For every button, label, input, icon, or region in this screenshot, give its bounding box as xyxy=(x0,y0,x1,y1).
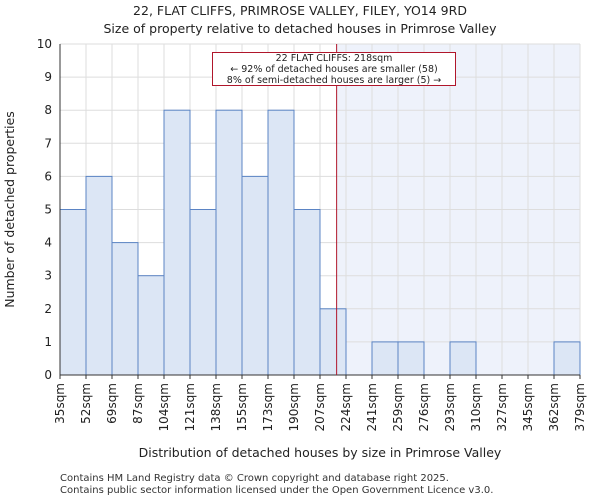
histogram-bar xyxy=(553,341,581,376)
x-tick-label: 69sqm xyxy=(105,383,119,424)
histogram-bar xyxy=(85,175,113,376)
chart-subtitle: Size of property relative to detached ho… xyxy=(103,21,497,36)
histogram-bar xyxy=(371,341,399,376)
x-tick-label: 138sqm xyxy=(209,383,223,431)
histogram-bar xyxy=(189,209,217,376)
x-tick-label: 87sqm xyxy=(131,383,145,424)
x-tick-label: 173sqm xyxy=(261,383,275,431)
y-tick-label: 2 xyxy=(44,302,52,316)
histogram-bar xyxy=(267,109,295,376)
y-tick-label: 1 xyxy=(44,335,52,349)
x-tick-label: 345sqm xyxy=(521,383,535,431)
y-tick-label: 5 xyxy=(44,203,52,217)
histogram-bar xyxy=(449,341,477,376)
histogram-bar xyxy=(111,242,139,376)
histogram-bar xyxy=(319,308,347,376)
histogram-bar xyxy=(215,109,243,376)
x-tick-label: 52sqm xyxy=(79,383,93,424)
histogram-bar xyxy=(397,341,425,376)
y-tick-label: 4 xyxy=(44,236,52,250)
y-tick-label: 9 xyxy=(44,70,52,84)
y-axis-title: Number of detached properties xyxy=(2,111,17,308)
chart-title: 22, FLAT CLIFFS, PRIMROSE VALLEY, FILEY,… xyxy=(133,3,467,18)
histogram-bar xyxy=(137,275,165,376)
histogram-bar xyxy=(163,109,191,376)
y-tick-label: 0 xyxy=(44,368,52,382)
x-tick-label: 207sqm xyxy=(313,383,327,431)
x-tick-label: 259sqm xyxy=(391,383,405,431)
y-tick-label: 3 xyxy=(44,269,52,283)
y-tick-label: 7 xyxy=(44,136,52,150)
x-axis-title: Distribution of detached houses by size … xyxy=(139,445,502,460)
x-tick-label: 379sqm xyxy=(573,383,587,431)
x-tick-label: 224sqm xyxy=(339,383,353,431)
histogram-bar xyxy=(241,175,269,376)
x-tick-label: 241sqm xyxy=(365,383,379,431)
x-tick-label: 121sqm xyxy=(183,383,197,431)
x-tick-label: 276sqm xyxy=(417,383,431,431)
footer-copyright: Contains HM Land Registry data © Crown c… xyxy=(60,473,449,484)
x-tick-label: 190sqm xyxy=(287,383,301,431)
x-tick-label: 310sqm xyxy=(469,383,483,431)
y-tick-label: 10 xyxy=(37,37,52,51)
y-tick-label: 6 xyxy=(44,169,52,183)
x-tick-label: 155sqm xyxy=(235,383,249,431)
annotation-line-3: 8% of semi-detached houses are larger (5… xyxy=(226,75,442,86)
annotation-line-2: ← 92% of detached houses are smaller (58… xyxy=(230,64,438,75)
property-annotation-box: 22 FLAT CLIFFS: 218sqm ← 92% of detached… xyxy=(212,52,456,86)
x-tick-label: 327sqm xyxy=(495,383,509,431)
x-tick-label: 104sqm xyxy=(157,383,171,431)
x-tick-label: 293sqm xyxy=(443,383,457,431)
y-tick-label: 8 xyxy=(44,103,52,117)
histogram-bar xyxy=(293,209,321,376)
histogram-bar xyxy=(59,209,87,376)
x-tick-label: 35sqm xyxy=(53,383,67,424)
x-tick-label: 362sqm xyxy=(547,383,561,431)
annotation-line-1: 22 FLAT CLIFFS: 218sqm xyxy=(275,53,393,64)
footer-licence: Contains public sector information licen… xyxy=(60,485,494,496)
